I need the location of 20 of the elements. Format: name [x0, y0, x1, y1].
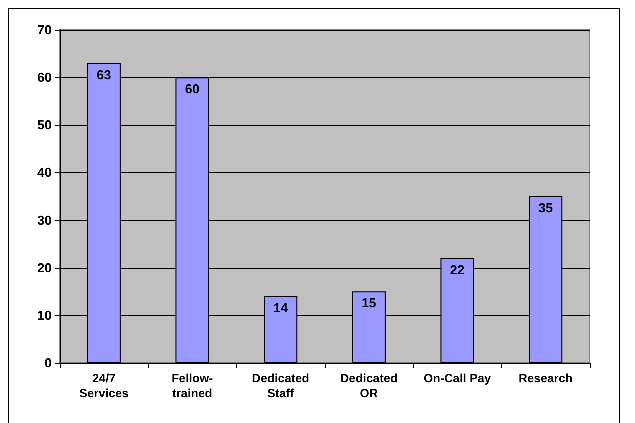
- data-label: 15: [362, 296, 376, 311]
- x-tick-label: On-Call Pay: [424, 372, 492, 386]
- data-label: 14: [274, 300, 289, 316]
- data-label: 60: [185, 82, 200, 97]
- data-label: 35: [538, 200, 554, 216]
- y-tick-label: 10: [38, 308, 52, 323]
- y-tick-label: 60: [38, 70, 52, 86]
- y-tick-label: 20: [38, 260, 52, 276]
- x-tick-label: Dedicated OR: [340, 372, 398, 400]
- y-tick-label: 40: [38, 165, 52, 180]
- y-tick-label: 0: [44, 356, 52, 370]
- data-label: 63: [96, 67, 112, 82]
- x-tick-label: Fellow- trained: [172, 372, 214, 400]
- y-tick-label: 70: [38, 22, 52, 38]
- y-tick-label: 50: [38, 118, 52, 133]
- data-label: 22: [450, 262, 465, 278]
- y-tick-label: 30: [38, 212, 52, 228]
- x-tick-label: 24/7 Services: [79, 372, 130, 400]
- x-tick-label: Research: [518, 372, 573, 386]
- x-tick-label: Dedicated Staff: [252, 372, 310, 400]
